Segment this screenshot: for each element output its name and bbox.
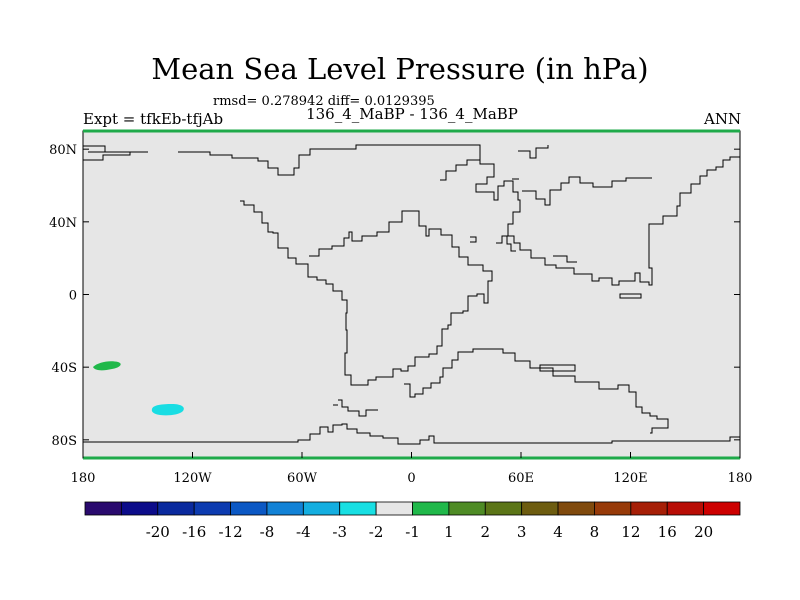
colorbar-label: 3: [517, 523, 527, 541]
colorbar-boxes: [84, 501, 741, 516]
colorbar-swatch: [230, 501, 268, 516]
lon-tick-label: 60W: [287, 471, 318, 486]
colorbar-swatch: [302, 501, 341, 516]
lon-tick-label: 120E: [613, 471, 647, 486]
colorbar-label: 16: [658, 523, 677, 541]
colorbar-swatch: [521, 501, 559, 516]
coastline-americas-west: [240, 200, 493, 386]
lon-tick-label: 180: [71, 471, 96, 486]
coastline-islands: [470, 236, 642, 372]
colorbar-label: 20: [694, 523, 713, 541]
colorbar-label: -20: [146, 523, 170, 541]
colorbar-label: 8: [590, 523, 600, 541]
lon-tick-label: 180: [728, 471, 753, 486]
colorbar-label: -4: [296, 523, 311, 541]
positive-anomaly-south-pacific: [93, 361, 121, 371]
experiment-label: Expt = tfkEb-tfjAb: [83, 110, 224, 128]
lat-tick-label: 0: [69, 289, 77, 304]
lat-tick-label: 40N: [49, 216, 77, 231]
lat-tick-label: 80S: [52, 434, 77, 449]
colorbar-label: -1: [405, 523, 420, 541]
coastline-caspian-gulf: [496, 235, 577, 263]
colorbar-swatch: [484, 501, 523, 516]
colorbar-swatch: [339, 501, 377, 516]
colorbar-labels: -20 -16 -12 -8 -4 -3 -2 -1 1 2 3 4 8 12 16 20: [146, 523, 713, 541]
chart-title: Mean Sea Level Pressure (in hPa): [151, 52, 649, 86]
coastline-greenland: [440, 145, 549, 181]
center-label: 136_4_MaBP - 136_4_MaBP: [306, 105, 518, 123]
colorbar-swatch: [84, 501, 122, 516]
coastlines: [83, 144, 740, 445]
longitude-ticks: 180 120W 60W 0 60E 120E 180: [71, 452, 753, 486]
lat-tick-label: 40S: [52, 361, 77, 376]
stats-line: rmsd= 0.278942 diff= 0.0129395: [213, 94, 435, 109]
colorbar-swatch: [193, 501, 231, 516]
colorbar-label: -16: [182, 523, 206, 541]
coastline-south-america: [333, 399, 378, 417]
coastline-europe-north: [512, 176, 652, 206]
lon-tick-label: 0: [407, 471, 415, 486]
colorbar-label: -2: [369, 523, 384, 541]
latitude-ticks: 80N 40N 0 40S 80S: [49, 143, 740, 449]
colorbar-swatch: [703, 501, 741, 516]
colorbar-swatch: [666, 501, 705, 516]
coastline-antarctica: [83, 423, 740, 445]
colorbar-swatch: [375, 501, 413, 516]
negative-anomaly-south-pacific: [151, 404, 184, 416]
colorbar-swatch: [594, 501, 632, 516]
colorbar-swatch: [120, 501, 159, 516]
colorbar-label: 1: [444, 523, 454, 541]
colorbar-swatch: [557, 501, 595, 516]
colorbar-label: 2: [481, 523, 491, 541]
coastline-africa-south: [404, 348, 669, 434]
colorbar-swatch: [157, 501, 195, 516]
coastline-arctic: [83, 145, 131, 161]
lat-tick-label: 80N: [49, 143, 77, 158]
anomaly-layer: [93, 361, 184, 416]
colorbar-label: -12: [218, 523, 242, 541]
coastline-north-america: [88, 144, 740, 286]
colorbar-swatch: [630, 501, 668, 516]
colorbar-label: 4: [553, 523, 563, 541]
colorbar-label: -3: [332, 523, 347, 541]
colorbar-swatch: [412, 501, 450, 516]
colorbar-swatch: [266, 501, 304, 516]
colorbar-swatch: [448, 501, 486, 516]
season-label: ANN: [704, 110, 742, 128]
lon-tick-label: 60E: [508, 471, 534, 486]
lon-tick-label: 120W: [173, 471, 212, 486]
colorbar-label: 12: [621, 523, 640, 541]
colorbar-label: -8: [260, 523, 275, 541]
